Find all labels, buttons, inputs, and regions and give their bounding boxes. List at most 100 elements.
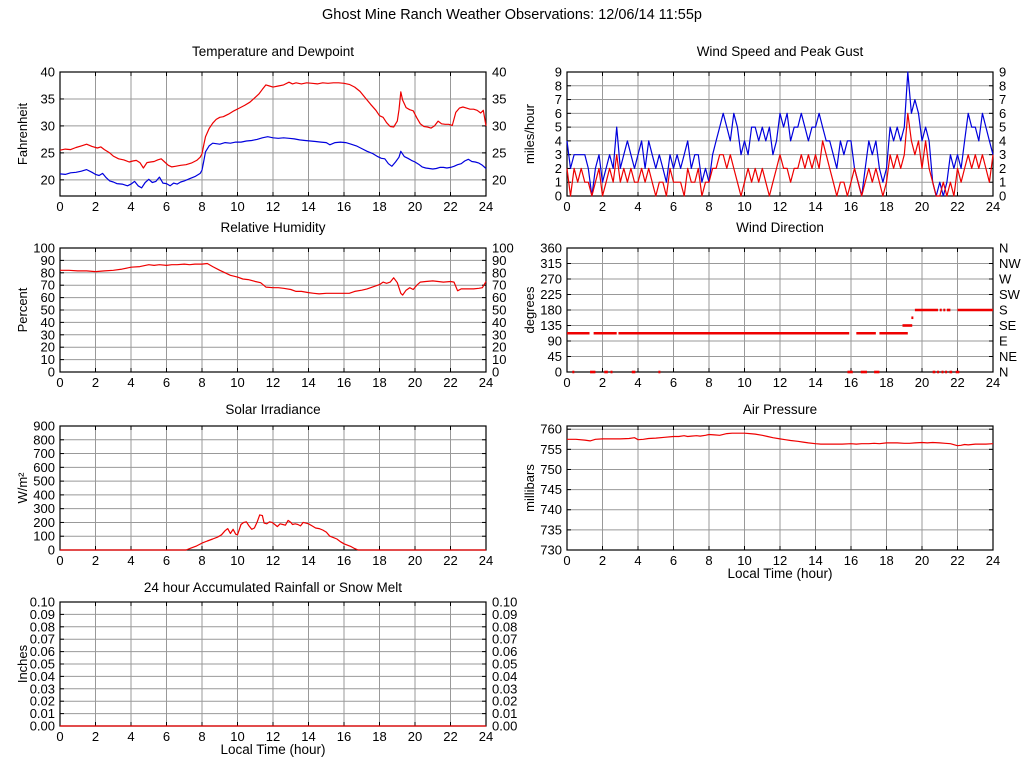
chart-title-rainfall: 24 hour Accumulated Rainfall or Snow Mel…	[143, 580, 403, 595]
svg-text:10: 10	[41, 352, 55, 367]
svg-text:60: 60	[492, 290, 506, 305]
svg-text:12: 12	[773, 375, 787, 390]
svg-text:2: 2	[599, 553, 606, 568]
svg-text:18: 18	[879, 553, 893, 568]
svg-text:6: 6	[670, 199, 677, 214]
svg-text:SE: SE	[999, 318, 1017, 333]
svg-text:0.05: 0.05	[492, 657, 517, 672]
svg-text:N: N	[999, 241, 1008, 256]
svg-text:0.01: 0.01	[492, 706, 517, 721]
svg-text:40: 40	[492, 315, 506, 330]
svg-text:12: 12	[266, 553, 280, 568]
svg-text:0.09: 0.09	[30, 607, 55, 622]
svg-text:8: 8	[198, 729, 205, 744]
svg-text:0.00: 0.00	[492, 719, 517, 734]
svg-text:4: 4	[127, 199, 134, 214]
svg-text:22: 22	[443, 375, 457, 390]
svg-text:0.03: 0.03	[30, 681, 55, 696]
svg-text:4: 4	[999, 133, 1006, 148]
svg-text:730: 730	[540, 543, 562, 558]
svg-text:0.08: 0.08	[492, 619, 517, 634]
x-axis-label-local-time-rainfall: Local Time (hour)	[220, 742, 326, 757]
svg-text:6: 6	[670, 375, 677, 390]
svg-text:12: 12	[266, 199, 280, 214]
svg-text:16: 16	[844, 553, 858, 568]
svg-text:8: 8	[555, 78, 562, 93]
svg-text:14: 14	[808, 375, 822, 390]
svg-text:40: 40	[492, 65, 506, 80]
svg-text:20: 20	[915, 375, 929, 390]
svg-text:10: 10	[492, 352, 506, 367]
svg-text:18: 18	[372, 375, 386, 390]
svg-text:315: 315	[540, 256, 562, 271]
svg-text:0: 0	[56, 199, 63, 214]
svg-text:6: 6	[670, 553, 677, 568]
svg-text:225: 225	[540, 287, 562, 302]
svg-text:10: 10	[230, 375, 244, 390]
svg-text:0: 0	[563, 199, 570, 214]
svg-text:10: 10	[737, 375, 751, 390]
svg-text:0.06: 0.06	[492, 644, 517, 659]
svg-text:50: 50	[41, 303, 55, 318]
svg-text:0.04: 0.04	[492, 669, 517, 684]
svg-text:20: 20	[408, 553, 422, 568]
svg-text:0.01: 0.01	[30, 706, 55, 721]
chart-title-solar-irradiance: Solar Irradiance	[225, 402, 321, 417]
svg-text:0: 0	[563, 553, 570, 568]
chart-title-relative-humidity: Relative Humidity	[220, 220, 326, 235]
svg-text:10: 10	[230, 199, 244, 214]
svg-text:270: 270	[540, 272, 562, 287]
svg-text:W: W	[999, 272, 1012, 287]
svg-text:S: S	[999, 303, 1008, 318]
svg-text:20: 20	[408, 375, 422, 390]
svg-text:14: 14	[808, 553, 822, 568]
svg-text:24: 24	[479, 729, 493, 744]
svg-text:755: 755	[540, 442, 562, 457]
svg-text:2: 2	[92, 375, 99, 390]
svg-text:300: 300	[33, 501, 55, 516]
svg-text:745: 745	[540, 482, 562, 497]
svg-text:6: 6	[999, 106, 1006, 121]
svg-text:20: 20	[492, 172, 506, 187]
svg-text:80: 80	[41, 265, 55, 280]
svg-text:20: 20	[408, 729, 422, 744]
svg-text:4: 4	[634, 553, 641, 568]
svg-text:E: E	[999, 334, 1008, 349]
svg-text:14: 14	[301, 729, 315, 744]
svg-text:5: 5	[999, 120, 1006, 135]
svg-text:500: 500	[33, 474, 55, 489]
air-pressure-plot: 0 2 4 6 8 10 12 14 16 18 20 22 247307357407457507557…	[540, 422, 1000, 568]
svg-text:0: 0	[999, 189, 1006, 204]
svg-text:0.10: 0.10	[30, 595, 55, 610]
page-title: Ghost Mine Ranch Weather Observations: 1…	[322, 7, 702, 23]
svg-text:24: 24	[479, 375, 493, 390]
svg-text:760: 760	[540, 422, 562, 437]
svg-text:14: 14	[301, 375, 315, 390]
svg-text:7: 7	[555, 92, 562, 107]
svg-text:22: 22	[950, 553, 964, 568]
svg-text:14: 14	[301, 553, 315, 568]
svg-text:0.06: 0.06	[30, 644, 55, 659]
wind-speed-plot: 0 2 4 6 8 10 12 14 16 18 20 22 240 01 12 23 34 45 56 67 78 89…	[555, 65, 1006, 215]
svg-text:20: 20	[915, 553, 929, 568]
svg-text:0: 0	[56, 729, 63, 744]
svg-text:0.07: 0.07	[30, 632, 55, 647]
svg-text:180: 180	[540, 303, 562, 318]
svg-text:16: 16	[337, 375, 351, 390]
svg-text:0: 0	[492, 365, 499, 380]
svg-text:4: 4	[127, 375, 134, 390]
svg-text:20: 20	[492, 340, 506, 355]
svg-text:0.07: 0.07	[492, 632, 517, 647]
svg-text:1: 1	[555, 175, 562, 190]
svg-text:90: 90	[41, 253, 55, 268]
svg-text:16: 16	[337, 553, 351, 568]
svg-text:35: 35	[41, 91, 55, 106]
svg-text:0: 0	[56, 553, 63, 568]
svg-text:0: 0	[48, 543, 55, 558]
svg-text:0: 0	[555, 189, 562, 204]
svg-text:0.08: 0.08	[30, 619, 55, 634]
svg-text:35: 35	[492, 91, 506, 106]
